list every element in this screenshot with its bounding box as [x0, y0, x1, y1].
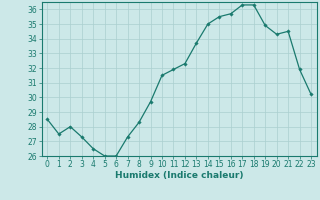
X-axis label: Humidex (Indice chaleur): Humidex (Indice chaleur)	[115, 171, 244, 180]
